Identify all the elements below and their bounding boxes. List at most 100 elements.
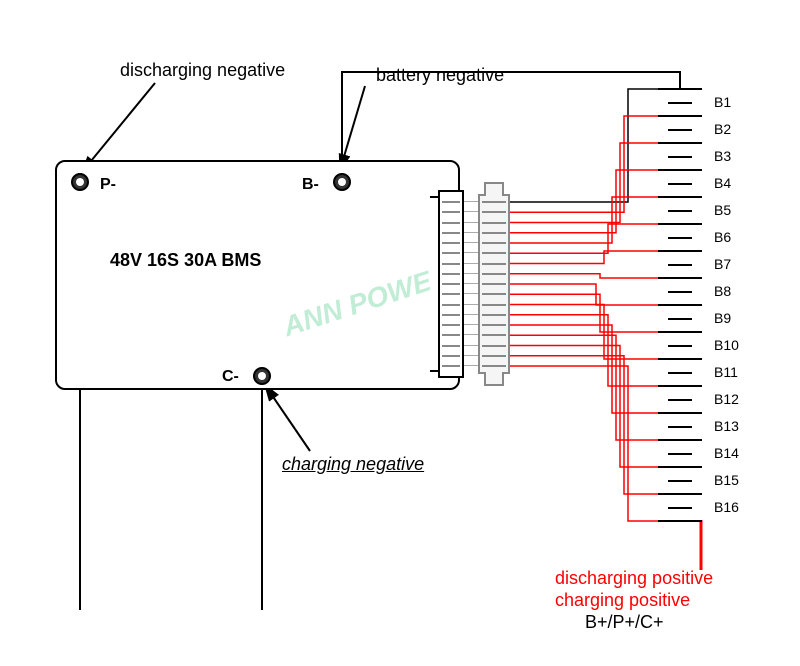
connector-pin [482,324,506,326]
cell-terminal-line [658,142,702,144]
cell-terminal-line [658,412,702,414]
cell-separator-line [668,183,692,185]
connector-pin [442,263,460,265]
cell-label: B1 [714,94,731,110]
connector-pin [442,222,460,224]
connector-bot-tab [484,372,504,386]
cell-separator-line [668,399,692,401]
cell-terminal-line [658,493,702,495]
cell-label: B2 [714,121,731,137]
terminal-p-minus [71,173,89,191]
cell-terminal-line [658,223,702,225]
cell-terminal-line [658,358,702,360]
cell-separator-line [668,237,692,239]
connector-pin [482,365,506,367]
connector-lead [464,252,478,253]
label-discharging-negative: discharging negative [120,60,285,81]
connector-pin [442,365,460,367]
connector-pin [442,283,460,285]
connector-pin [482,263,506,265]
cell-terminal-line [658,331,702,333]
connector-lead [464,222,478,223]
cell-terminal-line [658,277,702,279]
connector-pin [442,345,460,347]
cell-separator-line [668,507,692,509]
connector-pin [442,355,460,357]
cell-label: B3 [714,148,731,164]
cell-label: B10 [714,337,739,353]
connector-pin [442,232,460,234]
cell-terminal-line [658,439,702,441]
connector-notch [430,196,440,372]
connector-lead [464,263,478,264]
connector-lead [464,201,478,202]
connector-pin [442,314,460,316]
cell-separator-line [668,372,692,374]
cell-separator-line [668,345,692,347]
connector-pin [482,334,506,336]
connector-pin [442,211,460,213]
cell-separator-line [668,480,692,482]
connector-pin [442,304,460,306]
connector-lead [464,293,478,294]
connector-pin [482,232,506,234]
connector-lead [464,211,478,212]
bms-title: 48V 16S 30A BMS [110,250,261,271]
cell-separator-line [668,210,692,212]
cell-separator-line [668,129,692,131]
cell-terminal-line [658,196,702,198]
cell-terminal-line [658,115,702,117]
label-charging-positive: charging positive [555,590,690,611]
cell-label: B13 [714,418,739,434]
connector-lead [464,273,478,274]
label-p-minus: P- [100,176,116,194]
connector-pin [482,355,506,357]
label-battery-negative: battery negative [376,65,504,86]
cell-label: B4 [714,175,731,191]
connector-pin [482,273,506,275]
connector-lead [464,232,478,233]
cell-separator-line [668,318,692,320]
label-bpc: B+/P+/C+ [585,612,664,633]
label-discharging-positive: discharging positive [555,568,713,589]
connector-pin [482,222,506,224]
connector-pin [482,211,506,213]
connector-pin [442,334,460,336]
connector-pin [442,324,460,326]
connector-lead [464,304,478,305]
cell-terminal-line [658,88,702,90]
connector-lead [464,355,478,356]
cell-label: B5 [714,202,731,218]
connector-lead [464,345,478,346]
connector-pin [442,273,460,275]
label-charging-negative: charging negative [282,454,424,475]
connector-pin [482,252,506,254]
cell-label: B15 [714,472,739,488]
connector-lead [464,242,478,243]
label-b-minus: B- [302,176,319,194]
connector-lead [464,365,478,366]
cell-label: B14 [714,445,739,461]
terminal-b-minus [333,173,351,191]
cell-label: B11 [714,364,738,380]
connector-lead [464,283,478,284]
cell-terminal-line [658,304,702,306]
cell-separator-line [668,426,692,428]
connector-pin [482,201,506,203]
cell-label: B6 [714,229,731,245]
connector-pin [442,252,460,254]
cell-terminal-line [658,520,702,522]
cell-terminal-line [658,466,702,468]
cell-label: B7 [714,256,731,272]
connector-lead [464,314,478,315]
connector-lead [464,324,478,325]
connector-lead [464,334,478,335]
cell-label: B12 [714,391,739,407]
cell-terminal-line [658,385,702,387]
connector-pin [482,304,506,306]
cell-label: B16 [714,499,739,515]
cell-terminal-line [658,250,702,252]
connector-pin [482,283,506,285]
label-c-minus: C- [222,368,239,386]
cell-separator-line [668,453,692,455]
